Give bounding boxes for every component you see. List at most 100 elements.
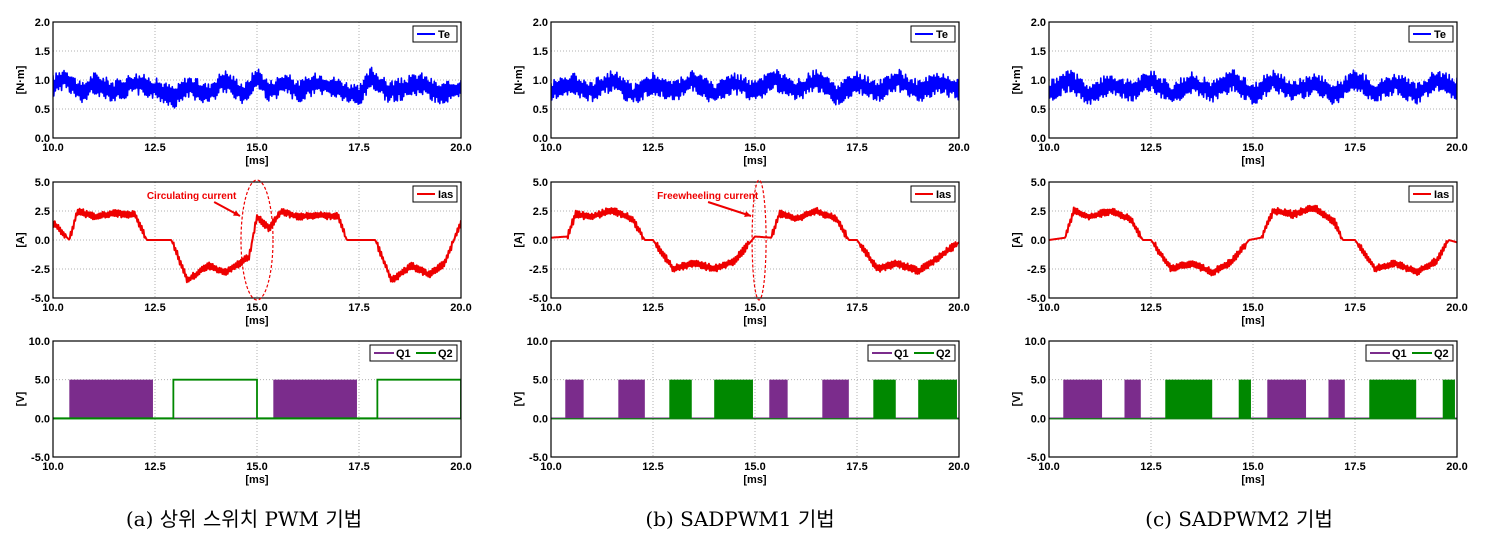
y-tick-label: -5.0 [529, 293, 548, 305]
y-tick-label: 1.0 [35, 75, 50, 87]
x-tick-label: 10.0 [42, 302, 63, 314]
x-tick-label: 15.0 [1242, 461, 1263, 473]
annotation-ellipse [240, 179, 274, 301]
x-tick-label: 10.0 [540, 461, 561, 473]
y-tick-label: 0.0 [533, 133, 548, 145]
plot-area [1049, 69, 1457, 105]
series-block-q1 [1328, 379, 1345, 419]
x-axis-label: [ms] [743, 474, 767, 486]
y-tick-label: 5.0 [1031, 375, 1046, 387]
legend-label-q1: Q1 [396, 348, 411, 360]
y-axis-label: [N·m] [15, 65, 27, 94]
plot-area [53, 378, 461, 420]
series-block-q2 [1442, 379, 1455, 419]
x-tick-label: 10.0 [540, 142, 561, 154]
y-tick-label: 1.0 [533, 75, 548, 87]
x-tick-label: 17.5 [1344, 142, 1365, 154]
y-tick-label: -2.5 [529, 264, 548, 276]
axes-frame [550, 340, 960, 458]
x-tick-label: 20.0 [450, 302, 471, 314]
x-axis-label: [ms] [1241, 474, 1265, 486]
legend-label-q1: Q1 [894, 348, 909, 360]
axes-frame [1048, 340, 1458, 458]
series-block-q2 [1369, 379, 1417, 419]
y-tick-label: 1.0 [1031, 75, 1046, 87]
y-axis-label: [N·m] [513, 65, 525, 94]
y-axis-label: [A] [513, 232, 525, 248]
x-tick-label: 15.0 [744, 302, 765, 314]
x-tick-label: 20.0 [1446, 461, 1467, 473]
x-tick-label: 12.5 [1140, 461, 1161, 473]
series-block-q2 [873, 379, 896, 419]
plot-area [551, 379, 959, 420]
series-block-q1 [769, 379, 788, 419]
x-tick-label: 17.5 [348, 461, 369, 473]
series-line-te [1049, 69, 1457, 105]
plot-area [53, 207, 461, 284]
y-tick-label: -5.0 [31, 293, 50, 305]
y-tick-label: -5.0 [529, 452, 548, 464]
x-tick-label: 12.5 [1140, 142, 1161, 154]
x-tick-label: 12.5 [642, 302, 663, 314]
series-block-q1 [618, 379, 645, 419]
x-tick-label: 15.0 [246, 302, 267, 314]
axes-frame [52, 21, 462, 139]
series-line-ias [1049, 204, 1457, 277]
annotation-text: Freewheeling current [657, 191, 759, 202]
y-axis-label: [N·m] [1011, 65, 1023, 94]
y-tick-label: 0.0 [1031, 133, 1046, 145]
series-block-q2 [714, 379, 753, 419]
y-tick-label: 5.0 [533, 177, 548, 189]
series-block-q1 [1124, 379, 1141, 419]
y-tick-label: 0.0 [35, 235, 50, 247]
y-tick-label: 0.5 [1031, 104, 1046, 116]
series-block-q1 [1267, 379, 1307, 419]
legend-label: Ias [936, 189, 951, 201]
x-axis-label: [ms] [245, 474, 269, 486]
x-tick-label: 12.5 [144, 142, 165, 154]
x-tick-label: 17.5 [1344, 461, 1365, 473]
legend-label-q2: Q2 [1434, 348, 1449, 360]
chart-b-current: 10.0 12.5 15.0 17.5 20.0 -5.0 -2.5 0.0 2.5 5.0 [ms… [513, 177, 970, 327]
y-tick-label: 10.0 [29, 336, 50, 348]
chart-b-torque: 10.0 12.5 15.0 17.5 20.0 0.0 0.5 1.0 1.5 2.0 [ms] [… [513, 17, 970, 167]
chart-c-torque: 10.0 12.5 15.0 17.5 20.0 0.0 0.5 1.0 1.5 2.0 [ms] [… [1011, 17, 1468, 167]
y-tick-label: 1.5 [1031, 46, 1046, 58]
y-tick-label: 0.0 [1031, 235, 1046, 247]
x-tick-label: 17.5 [348, 142, 369, 154]
y-tick-label: 0.0 [35, 413, 50, 425]
axes-frame [52, 181, 462, 299]
series-block-q1 [565, 379, 584, 419]
y-tick-label: 5.0 [533, 375, 548, 387]
x-tick-label: 15.0 [246, 461, 267, 473]
y-tick-label: 2.5 [35, 206, 50, 218]
x-tick-label: 17.5 [846, 142, 867, 154]
x-tick-label: 20.0 [1446, 142, 1467, 154]
x-tick-label: 20.0 [948, 142, 969, 154]
legend-label-q1: Q1 [1392, 348, 1407, 360]
y-axis-label: [A] [15, 232, 27, 248]
y-tick-label: 10.0 [1025, 336, 1046, 348]
y-tick-label: 5.0 [35, 177, 50, 189]
x-tick-label: 15.0 [744, 142, 765, 154]
y-tick-label: 2.5 [533, 206, 548, 218]
y-tick-label: 1.5 [533, 46, 548, 58]
x-tick-label: 20.0 [948, 302, 969, 314]
series-block-q1 [822, 379, 849, 419]
series-block-q2 [669, 379, 692, 419]
x-axis-label: [ms] [1241, 315, 1265, 327]
x-tick-label: 12.5 [642, 461, 663, 473]
legend-box [369, 344, 458, 362]
x-tick-label: 10.0 [540, 302, 561, 314]
axes-frame [1048, 21, 1458, 139]
y-tick-label: 0.0 [533, 413, 548, 425]
legend-label: Te [438, 29, 450, 41]
x-tick-label: 15.0 [1242, 302, 1263, 314]
legend-label: Ias [438, 189, 453, 201]
chart-c-switch: 10.0 12.5 15.0 17.5 20.0 -5.0 0.0 5.0 10.0 [ms] [V… [1011, 336, 1468, 486]
y-tick-label: 0.0 [1031, 413, 1046, 425]
chart-a-torque: 10.0 12.5 15.0 17.5 20.0 0.0 0.5 1.0 1.5 2.0 [ms] [… [15, 17, 472, 167]
series-block-q1 [69, 379, 153, 419]
legend-label: Te [1434, 29, 1446, 41]
y-tick-label: 0.5 [35, 104, 50, 116]
